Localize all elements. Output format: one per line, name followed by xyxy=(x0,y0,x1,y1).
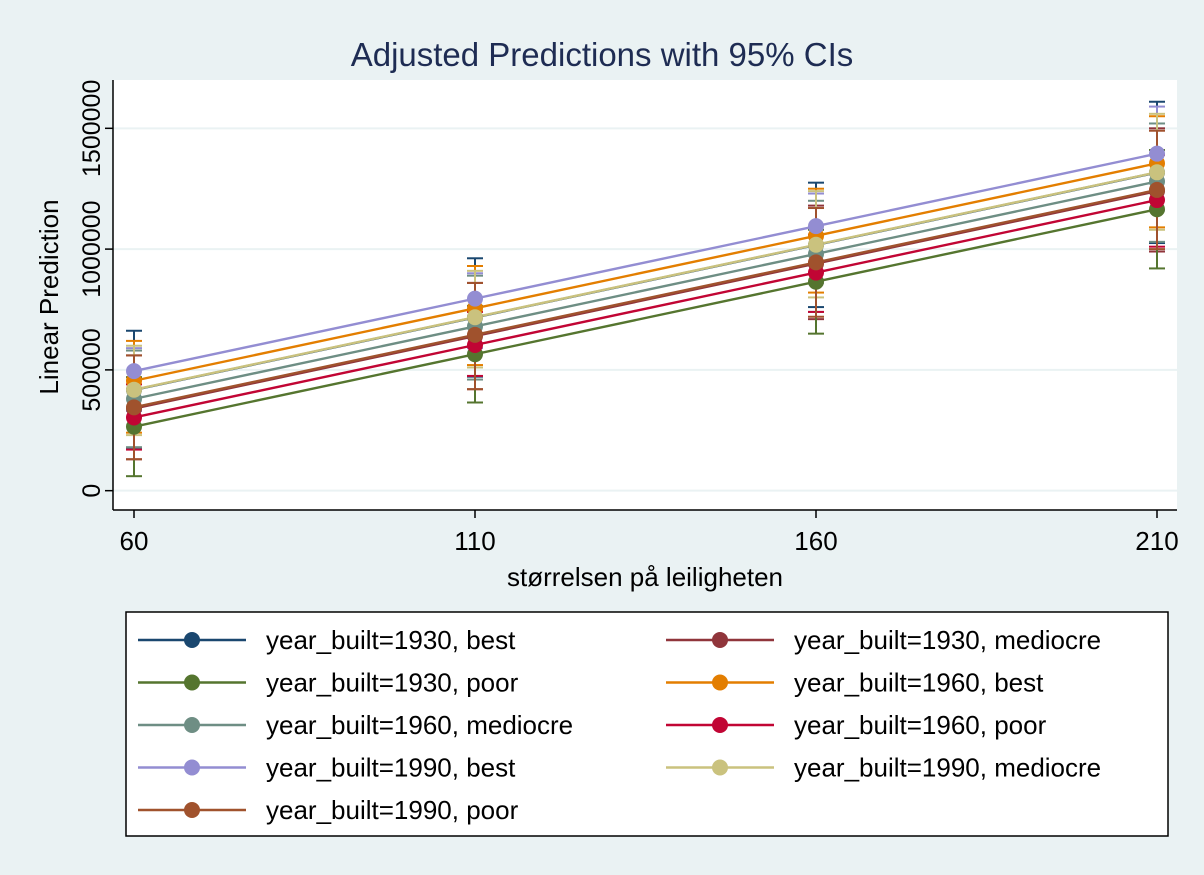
legend-swatch-marker xyxy=(184,717,200,733)
legend-item: year_built=1990, best xyxy=(138,753,516,783)
legend-box xyxy=(125,611,1169,837)
legend-item: year_built=1960, best xyxy=(666,668,1044,698)
legend-item: year_built=1990, poor xyxy=(138,795,519,825)
legend-label: year_built=1930, mediocre xyxy=(794,625,1101,655)
legend-item: year_built=1960, poor xyxy=(666,710,1047,740)
grid-lines xyxy=(113,127,1177,492)
series-line xyxy=(133,198,1158,419)
data-point xyxy=(1149,164,1165,181)
legend-swatch-marker xyxy=(712,674,728,691)
legend-label: year_built=1990, poor xyxy=(266,795,519,825)
legend-label: year_built=1990, best xyxy=(266,753,516,783)
legend-item: year_built=1930, best xyxy=(138,625,516,655)
series-line xyxy=(133,208,1158,428)
legend-swatch-marker xyxy=(184,759,200,776)
series-line xyxy=(133,152,1158,373)
x-tick-label: 60 xyxy=(120,526,149,556)
legend-item: year_built=1930, poor xyxy=(138,668,519,698)
legend-label: year_built=1990, mediocre xyxy=(794,753,1101,783)
x-tick-label: 160 xyxy=(794,526,837,556)
series-line xyxy=(133,171,1158,391)
x-axis-label: størrelsen på leiligheten xyxy=(507,562,783,592)
y-tick-label: 0 xyxy=(78,484,106,498)
legend: year_built=1930, best year_built=1930, me… xyxy=(138,625,1101,825)
y-tick-label: 500000 xyxy=(78,328,106,411)
series-line xyxy=(133,188,1158,409)
x-axis-ticks: 60 110 160 210 xyxy=(120,510,1179,556)
data-point xyxy=(808,254,824,271)
legend-label: year_built=1960, poor xyxy=(794,710,1047,740)
legend-label: year_built=1960, mediocre xyxy=(266,710,573,740)
y-axis-ticks: 0 500000 1000000 1500000 xyxy=(78,80,113,498)
data-point xyxy=(808,236,824,253)
x-tick-label: 110 xyxy=(454,526,495,556)
legend-swatch-marker xyxy=(184,802,200,818)
data-point xyxy=(1149,145,1165,162)
legend-label: year_built=1960, best xyxy=(794,668,1044,698)
legend-label: year_built=1930, best xyxy=(266,625,516,655)
legend-label: year_built=1930, poor xyxy=(266,668,519,698)
legend-swatch-marker xyxy=(712,632,728,648)
legend-swatch-marker xyxy=(712,759,728,776)
data-point xyxy=(808,218,824,235)
x-tick-label: 210 xyxy=(1135,526,1178,556)
data-point xyxy=(126,381,142,398)
data-point xyxy=(467,326,483,343)
legend-item: year_built=1930, mediocre xyxy=(666,625,1101,655)
legend-swatch-marker xyxy=(712,717,728,733)
legend-swatch-marker xyxy=(184,674,200,691)
data-point xyxy=(126,363,142,380)
y-tick-label: 1500000 xyxy=(78,80,106,177)
y-tick-label: 1000000 xyxy=(78,200,106,297)
legend-item: year_built=1960, mediocre xyxy=(138,710,573,740)
series-line xyxy=(133,162,1158,382)
data-point xyxy=(467,290,483,307)
data-point xyxy=(1149,181,1165,198)
legend-item: year_built=1990, mediocre xyxy=(666,753,1101,783)
series-line xyxy=(133,180,1158,401)
y-axis-label: Linear Prediction xyxy=(34,199,64,394)
data-point xyxy=(467,309,483,326)
chart-title: Adjusted Predictions with 95% CIs xyxy=(351,36,854,73)
legend-swatch-marker xyxy=(184,632,200,648)
data-point xyxy=(126,399,142,416)
series-layer xyxy=(126,100,1165,478)
plot-area xyxy=(113,80,1177,510)
